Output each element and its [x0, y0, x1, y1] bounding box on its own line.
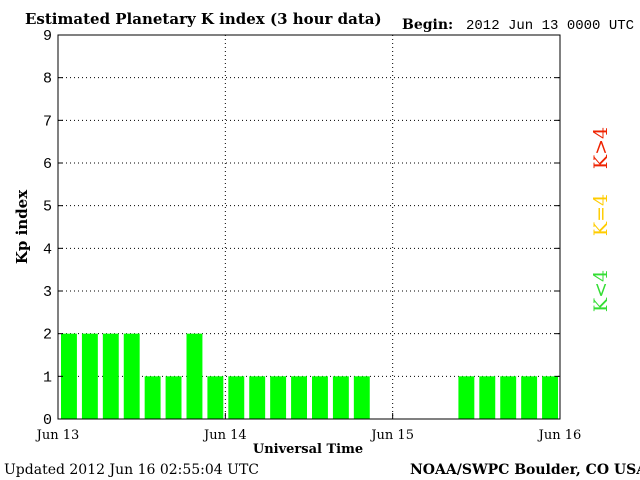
kp-bar: [165, 376, 182, 419]
x-tick-label: Jun 15: [369, 428, 414, 443]
y-tick-label: 8: [43, 71, 52, 88]
y-tick-label: 4: [43, 241, 52, 258]
kp-bar: [500, 376, 517, 419]
kp-bar: [228, 376, 245, 419]
kp-bar: [479, 376, 496, 419]
legend-k-less-4: K<4: [590, 270, 612, 312]
kp-bar: [542, 376, 558, 419]
kp-bar: [144, 376, 161, 419]
kp-bar: [186, 333, 203, 419]
kp-bar: [312, 376, 328, 419]
y-tick-label: 9: [43, 28, 52, 45]
y-tick-label: 2: [43, 327, 52, 344]
y-tick-label: 7: [43, 113, 52, 130]
grid-lines: [58, 35, 560, 419]
x-axis-label: Universal Time: [253, 442, 363, 457]
kp-bar: [353, 376, 370, 419]
kp-bar: [123, 333, 140, 419]
updated-timestamp: Updated 2012 Jun 16 02:55:04 UTC: [4, 462, 259, 478]
chart-title: Estimated Planetary K index (3 hour data…: [25, 10, 382, 28]
kp-bar: [61, 333, 77, 419]
kp-bar: [270, 376, 287, 419]
kp-bar: [458, 376, 475, 419]
kp-bar: [207, 376, 224, 419]
legend-k-greater-4: K>4: [590, 127, 612, 169]
kp-bar: [291, 376, 307, 419]
y-tick-label: 5: [43, 199, 52, 216]
bars-group: [61, 333, 558, 419]
x-axis-ticks: Jun 13 Jun 14 Jun 15 Jun 16: [35, 413, 582, 443]
begin-label: Begin:: [402, 17, 453, 33]
kp-bar: [521, 376, 538, 419]
y-axis-ticks: 0 1 2 3 4 5 6 7 8 9: [43, 28, 560, 429]
y-tick-label: 6: [43, 156, 52, 173]
y-tick-label: 1: [43, 369, 52, 386]
plot-frame: [57, 34, 561, 420]
x-tick-label: Jun 14: [202, 428, 247, 443]
x-tick-label: Jun 13: [35, 428, 80, 443]
legend-k-equal-4: K=4: [590, 194, 612, 236]
y-tick-label: 0: [43, 412, 52, 429]
kp-bar: [249, 376, 266, 419]
source-credit: NOAA/SWPC Boulder, CO USA: [410, 462, 640, 478]
kp-bar: [332, 376, 349, 419]
x-tick-label: Jun 16: [537, 428, 582, 443]
kp-bar: [102, 333, 119, 419]
y-tick-label: 3: [43, 284, 52, 301]
kp-bar: [81, 333, 98, 419]
y-axis-label: Kp index: [13, 189, 31, 264]
begin-value: 2012 Jun 13 0000 UTC: [466, 18, 634, 34]
